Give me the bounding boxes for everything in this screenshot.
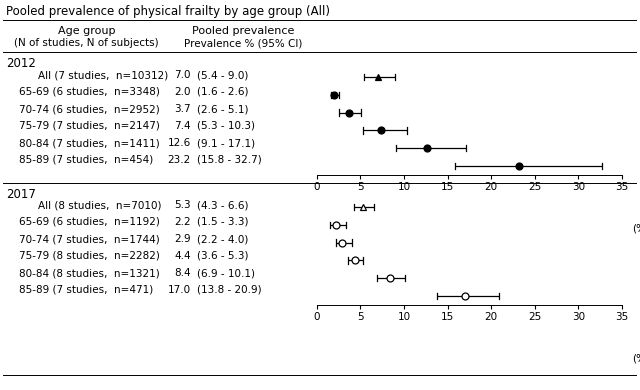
Text: 75-79 (7 studies,  n=2147): 75-79 (7 studies, n=2147) <box>19 121 160 131</box>
Text: (%): (%) <box>632 353 640 363</box>
Text: (15.8 - 32.7): (15.8 - 32.7) <box>197 155 262 165</box>
Text: 7.4: 7.4 <box>174 121 191 131</box>
Text: 75-79 (8 studies,  n=2282): 75-79 (8 studies, n=2282) <box>19 251 160 261</box>
Text: 85-89 (7 studies,  n=471): 85-89 (7 studies, n=471) <box>19 285 154 295</box>
Text: 7.0: 7.0 <box>174 70 191 80</box>
Text: 2.2: 2.2 <box>174 217 191 227</box>
Text: (5.4 - 9.0): (5.4 - 9.0) <box>197 70 248 80</box>
Text: 12.6: 12.6 <box>168 138 191 148</box>
Text: 5.3: 5.3 <box>174 200 191 210</box>
Text: (2.2 - 4.0): (2.2 - 4.0) <box>197 234 248 244</box>
Text: (1.5 - 3.3): (1.5 - 3.3) <box>197 217 248 227</box>
Text: 65-69 (6 studies,  n=1192): 65-69 (6 studies, n=1192) <box>19 217 160 227</box>
Text: 70-74 (6 studies,  n=2952): 70-74 (6 studies, n=2952) <box>19 104 160 114</box>
Text: Pooled prevalence of physical frailty by age group (All): Pooled prevalence of physical frailty by… <box>6 5 330 18</box>
Text: 80-84 (8 studies,  n=1321): 80-84 (8 studies, n=1321) <box>19 268 160 278</box>
Text: 80-84 (7 studies,  n=1411): 80-84 (7 studies, n=1411) <box>19 138 160 148</box>
Text: (3.6 - 5.3): (3.6 - 5.3) <box>197 251 248 261</box>
Text: All (8 studies,  n=7010): All (8 studies, n=7010) <box>38 200 162 210</box>
Text: Pooled prevalence: Pooled prevalence <box>192 26 294 36</box>
Text: 65-69 (6 studies,  n=3348): 65-69 (6 studies, n=3348) <box>19 87 160 97</box>
Text: (5.3 - 10.3): (5.3 - 10.3) <box>197 121 255 131</box>
Text: 3.7: 3.7 <box>174 104 191 114</box>
Text: (4.3 - 6.6): (4.3 - 6.6) <box>197 200 248 210</box>
Text: All (7 studies,  n=10312): All (7 studies, n=10312) <box>38 70 169 80</box>
Text: 85-89 (7 studies,  n=454): 85-89 (7 studies, n=454) <box>19 155 154 165</box>
Text: 2012: 2012 <box>6 57 36 70</box>
Text: 2.0: 2.0 <box>174 87 191 97</box>
Text: (2.6 - 5.1): (2.6 - 5.1) <box>197 104 248 114</box>
Text: (N of studies, N of subjects): (N of studies, N of subjects) <box>14 38 159 48</box>
Text: (1.6 - 2.6): (1.6 - 2.6) <box>197 87 248 97</box>
Text: 70-74 (7 studies,  n=1744): 70-74 (7 studies, n=1744) <box>19 234 160 244</box>
Text: Prevalence % (95% CI): Prevalence % (95% CI) <box>184 38 302 48</box>
Text: Age group: Age group <box>58 26 115 36</box>
Text: 2017: 2017 <box>6 188 36 201</box>
Text: (%): (%) <box>632 223 640 234</box>
Text: 17.0: 17.0 <box>168 285 191 295</box>
Text: 23.2: 23.2 <box>168 155 191 165</box>
Text: 8.4: 8.4 <box>174 268 191 278</box>
Text: (9.1 - 17.1): (9.1 - 17.1) <box>197 138 255 148</box>
Text: 4.4: 4.4 <box>174 251 191 261</box>
Text: (13.8 - 20.9): (13.8 - 20.9) <box>197 285 262 295</box>
Text: (6.9 - 10.1): (6.9 - 10.1) <box>197 268 255 278</box>
Text: 2.9: 2.9 <box>174 234 191 244</box>
